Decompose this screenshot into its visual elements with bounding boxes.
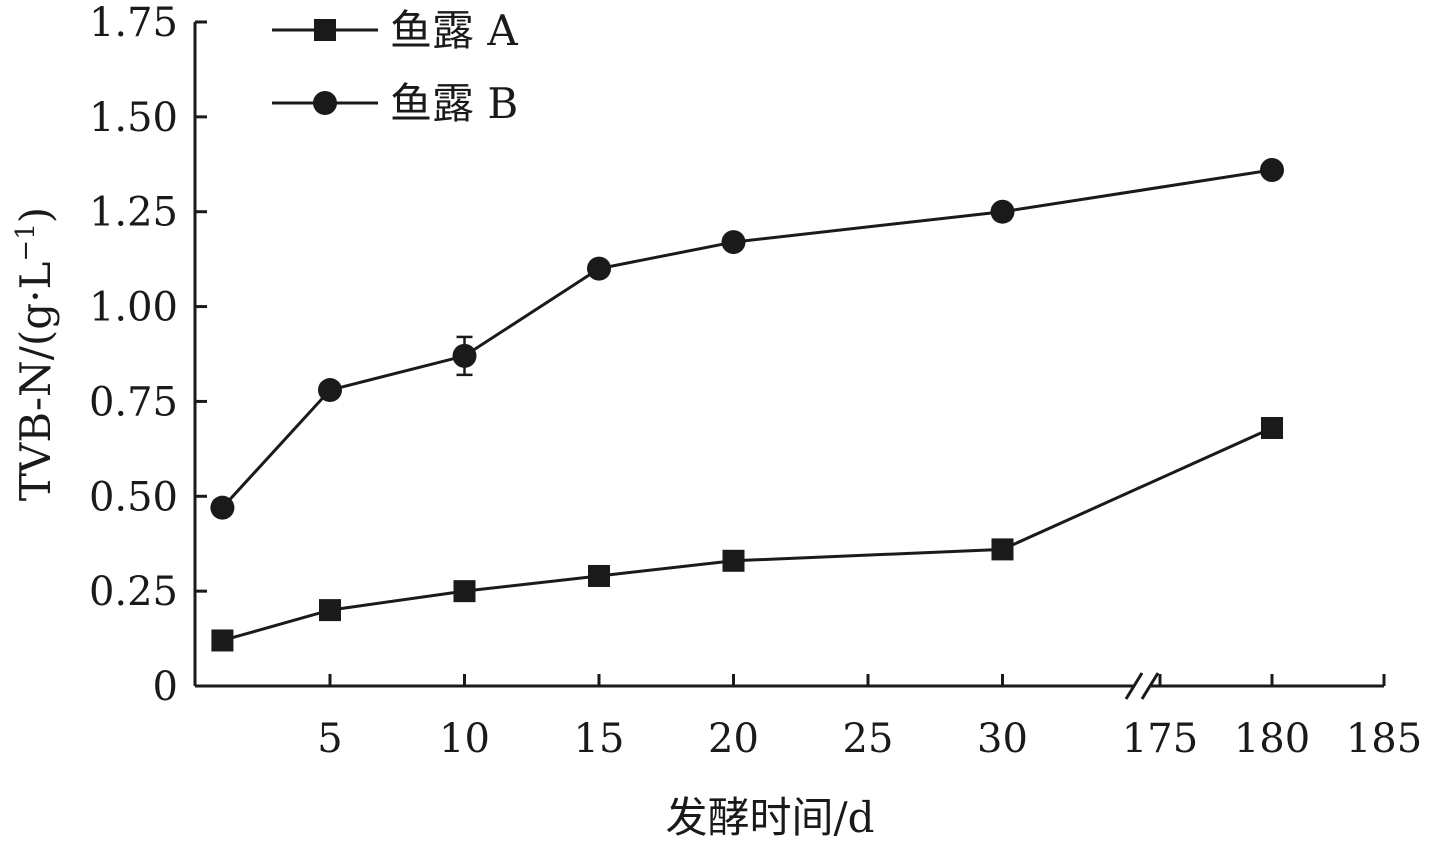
data-point	[721, 230, 746, 255]
y-tick-label: 0.50	[89, 474, 178, 520]
legend-label: 鱼露 A	[390, 6, 518, 55]
x-tick-label: 180	[1234, 716, 1310, 762]
series-b	[210, 157, 1284, 520]
data-point	[211, 629, 234, 652]
y-axis-ticks: 0 0.25 0.50 0.75 1.00 1.25 1.50 1.75	[89, 0, 207, 710]
data-point	[722, 549, 745, 572]
data-point	[1261, 416, 1283, 439]
data-point	[990, 199, 1015, 224]
x-tick-label: 10	[439, 716, 490, 762]
x-tick-label: 25	[843, 716, 894, 762]
y-tick-label: 1.25	[89, 190, 178, 236]
x-tick-label: 30	[977, 716, 1028, 762]
y-tick-label: 0.75	[89, 379, 178, 425]
x-tick-label: 175	[1122, 716, 1198, 762]
y-axis-label-main: TVB-N/(g·L	[11, 262, 60, 502]
series-a	[211, 416, 1283, 652]
x-axis-label: 发酵时间/d	[665, 793, 874, 842]
x-tick-label: 15	[574, 716, 625, 762]
data-point	[991, 538, 1014, 561]
legend-label: 鱼露 B	[390, 79, 518, 128]
legend-marker	[314, 19, 336, 41]
axis-break-mark	[1124, 672, 1160, 700]
series-line	[221, 168, 1273, 509]
data-point	[319, 599, 341, 622]
data-point	[1260, 157, 1284, 182]
x-tick-label: 185	[1346, 716, 1422, 762]
y-tick-label: 0	[153, 664, 178, 710]
legend-marker	[313, 91, 337, 115]
data-point	[210, 495, 235, 520]
y-axis-label-sup: −1	[11, 223, 41, 261]
y-tick-label: 1.00	[89, 285, 178, 331]
data-point	[587, 256, 611, 281]
y-tick-label: 0.25	[89, 569, 178, 615]
x-axis-ticks: 5 10 15 20 25 30 175 180 185	[317, 674, 1422, 762]
data-point	[318, 378, 342, 403]
y-axis-label: TVB-N/(g·L−1)	[11, 207, 60, 501]
data-point	[453, 580, 476, 603]
x-tick-label: 5	[317, 716, 342, 762]
y-tick-label: 1.75	[89, 0, 178, 46]
legend-item: 鱼露 B	[272, 79, 518, 128]
y-axis-label-close: )	[11, 207, 60, 223]
y-tick-label: 1.50	[89, 95, 178, 141]
data-point	[588, 564, 610, 587]
legend-item: 鱼露 A	[272, 6, 518, 55]
data-point	[452, 343, 477, 368]
series-layer	[210, 157, 1284, 652]
series-line	[221, 426, 1273, 642]
x-tick-label: 20	[708, 716, 759, 762]
legend: 鱼露 A 鱼露 B	[272, 6, 518, 128]
